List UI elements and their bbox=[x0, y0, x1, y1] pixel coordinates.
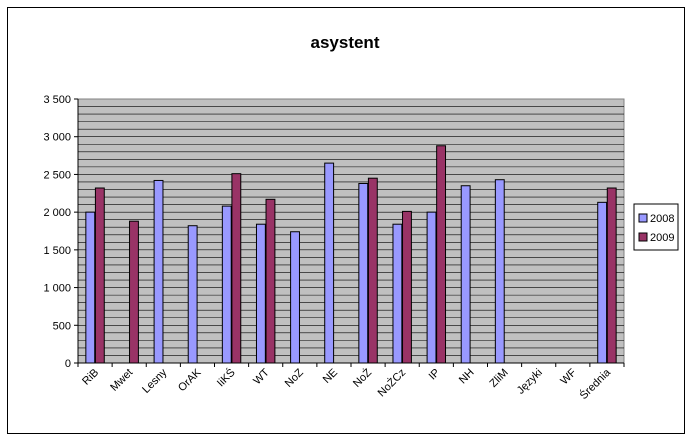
x-tick-label: Mwet bbox=[108, 367, 135, 394]
bar-2008-NoŻCz bbox=[392, 223, 403, 364]
bar-2009-Mwet bbox=[129, 220, 139, 364]
x-tick-label: NoZ bbox=[283, 366, 306, 389]
bar-2008-Lesny bbox=[153, 179, 164, 364]
bar-2008-ZliM bbox=[494, 179, 505, 364]
x-tick-label: WF bbox=[558, 366, 579, 387]
chart-title: asystent bbox=[311, 33, 380, 52]
bar-2008-RiB bbox=[85, 211, 96, 364]
bar-2009-WT bbox=[265, 198, 276, 364]
x-tick-label: NoŻ bbox=[350, 366, 374, 390]
legend-label-2009: 2009 bbox=[650, 232, 674, 244]
x-tick-label: Języki bbox=[515, 367, 545, 397]
bar-2009-NoŻCz bbox=[402, 210, 412, 364]
x-tick-label: OrAK bbox=[176, 366, 204, 394]
bar-2009-IP bbox=[436, 145, 447, 364]
y-tick-label: 2 500 bbox=[43, 169, 71, 181]
y-tick-label: 1 500 bbox=[43, 245, 71, 257]
bar-2009-Średnia bbox=[606, 187, 617, 364]
bar-2009-RiB bbox=[94, 187, 105, 364]
bar-chart: asystent 0 500 1 000 1 500 2 000 2 500 3 000 3 … bbox=[43, 33, 679, 402]
bar-2009-NoŻ bbox=[367, 177, 378, 364]
legend-box bbox=[633, 203, 679, 251]
x-tick-label: Średnia bbox=[577, 365, 614, 402]
x-tick-label: IP bbox=[427, 367, 443, 383]
bar-2008-NoZ bbox=[290, 231, 300, 364]
y-tick-label: 1 000 bbox=[43, 283, 71, 295]
plot-background bbox=[77, 98, 625, 364]
legend-swatch-2008 bbox=[638, 213, 648, 223]
x-tick-label: RiB bbox=[80, 367, 101, 388]
y-tick-label: 3 500 bbox=[43, 94, 71, 106]
x-tick-label: NE bbox=[321, 367, 340, 386]
x-tick-label: Lesny bbox=[140, 366, 170, 396]
bar-2008-OrAK bbox=[187, 225, 198, 364]
bar-2008-NH bbox=[460, 185, 471, 364]
y-tick-label: 3 000 bbox=[43, 132, 71, 144]
y-tick-label: 500 bbox=[53, 320, 71, 332]
plot-area: 0 500 1 000 1 500 2 000 2 500 3 000 3 500 RiB Mwe… bbox=[43, 94, 625, 402]
x-tick-label: ZliM bbox=[488, 367, 511, 390]
bar-2008-Średnia bbox=[597, 201, 608, 364]
legend: 2008 2009 bbox=[633, 203, 679, 251]
bar-2008-IP bbox=[426, 211, 437, 364]
bar-2008-IiKŚ bbox=[221, 205, 232, 364]
x-tick-label: IiKŚ bbox=[214, 366, 237, 389]
y-tick-label: 2 000 bbox=[43, 207, 71, 219]
chart-frame: asystent 0 500 1 000 1 500 2 000 2 500 3 000 3 … bbox=[7, 7, 685, 434]
x-tick-label: WT bbox=[251, 366, 272, 387]
bar-2008-WT bbox=[255, 223, 266, 364]
x-tick-label: NoŻCz bbox=[375, 366, 408, 399]
bar-2008-NE bbox=[324, 162, 335, 364]
y-tick-label: 0 bbox=[65, 358, 71, 370]
x-tick-label: NH bbox=[457, 367, 477, 387]
bar-2008-NoŻ bbox=[358, 182, 369, 364]
legend-label-2008: 2008 bbox=[650, 213, 674, 225]
legend-swatch-2009 bbox=[638, 232, 648, 242]
bar-2009-IiKŚ bbox=[231, 173, 242, 364]
